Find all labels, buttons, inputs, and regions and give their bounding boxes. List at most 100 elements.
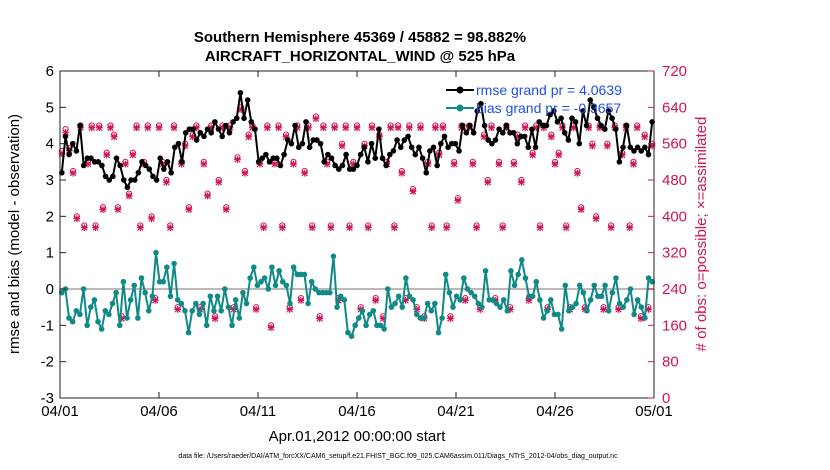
obs-assimilated-marker [603,142,611,150]
rmse-point [368,140,375,147]
bias-point [613,275,619,281]
y-left-tick-label: -1 [41,317,54,334]
obs-assimilated-marker [529,151,536,159]
rmse-point [139,159,145,165]
obs-assimilated-marker [267,324,275,332]
bias-point [240,289,246,296]
bias-point [243,300,250,307]
obs-assimilated-marker [133,124,140,132]
bias-point [345,329,351,336]
rmse-point [77,122,83,129]
rmse-point [175,140,182,147]
bias-point [555,311,561,318]
bias-point [576,282,583,289]
obs-assimilated-marker [185,206,193,213]
rmse-point [219,133,225,140]
rmse-point [470,129,477,136]
rmse-point [306,144,313,151]
x-tick-label: 04/26 [536,403,574,420]
bias-point [363,322,369,329]
rmse-point [146,166,153,172]
bias-point [269,264,275,271]
bias-point [540,315,547,321]
rmse-point [69,140,76,147]
bias-point [587,297,594,303]
y-right-tick-label: 240 [662,281,687,298]
y-right-tick-label: 400 [662,208,687,225]
obs-assimilated-marker [372,296,380,304]
rmse-point [277,162,284,169]
obs-assimilated-marker [641,133,649,141]
rmse-point [212,119,218,125]
rmse-point [580,108,586,114]
obs-assimilated-marker [222,206,230,213]
obs-assimilated-marker [338,142,346,150]
bias-point [490,297,496,303]
bias-point [497,304,503,310]
obs-assimilated-marker [331,124,338,132]
bias-point [504,308,511,314]
rmse-point [215,126,222,132]
bias-point [584,308,590,314]
rmse-point [496,126,502,132]
bias-point [421,315,427,321]
rmse-point [598,122,604,129]
rmse-point [150,173,156,180]
bias-point [66,315,72,321]
obs-assimilated-marker [275,124,282,132]
rmse-point [576,140,583,147]
rmse-point [252,126,258,132]
y-right-tick-label: 80 [662,354,679,371]
bias-point [138,275,145,281]
obs-assimilated-marker [290,160,297,168]
y-left-tick-label: 1 [46,245,54,262]
rmse-point [120,177,127,183]
bias-point [348,333,355,340]
legend: rmse grand pr = 4.0639 bias grand pr = -… [446,82,622,116]
bias-point [167,293,174,300]
obs-assimilated-marker [215,178,223,186]
rmse-point [609,115,615,122]
obs-assimilated-marker [439,124,447,132]
bias-point [116,322,123,329]
bias-point [500,297,507,303]
rmse-point [605,108,612,114]
bias-point [131,282,138,289]
obs-assimilated-marker [252,306,260,313]
obs-assimilated-marker [364,224,372,232]
bias-point [406,293,413,300]
y-right-tick-label: 560 [662,136,687,153]
rmse-point [427,148,433,154]
rmse-point [244,97,251,103]
rmse-point [569,115,575,122]
bias-point [522,275,529,281]
bias-point [279,278,286,285]
bias-point [605,308,612,314]
bias-point [207,293,214,300]
obs-assimilated-marker [432,124,439,132]
bias-point [475,300,482,307]
y-left-tick-label: 2 [46,208,54,225]
bias-point [442,271,449,278]
rmse-point [171,144,178,151]
bias-point [305,300,311,307]
y-axis-right-label: # of obs: o=possible; ×=assimilated [693,117,710,352]
x-tick-label: 05/01 [635,403,673,420]
rmse-point [343,151,349,158]
obs-assimilated-marker [428,224,436,232]
rmse-point [161,166,167,172]
obs-assimilated-marker [129,151,137,159]
bias-point [424,300,431,307]
bias-point [287,300,293,307]
bias-point [558,326,565,332]
rmse-point [550,108,557,114]
y-axis-left-ticks: -3 -2 -1 0 1 2 3 4 5 6 [41,63,66,407]
bias-point [265,286,272,292]
obs-assimilated-marker [88,124,96,132]
y-right-tick-label: 160 [662,317,687,334]
y-right-tick-label: 720 [662,63,687,80]
obs-assimilated-marker [562,224,570,232]
obs-assimilated-marker [353,124,361,132]
bias-point [250,264,257,271]
